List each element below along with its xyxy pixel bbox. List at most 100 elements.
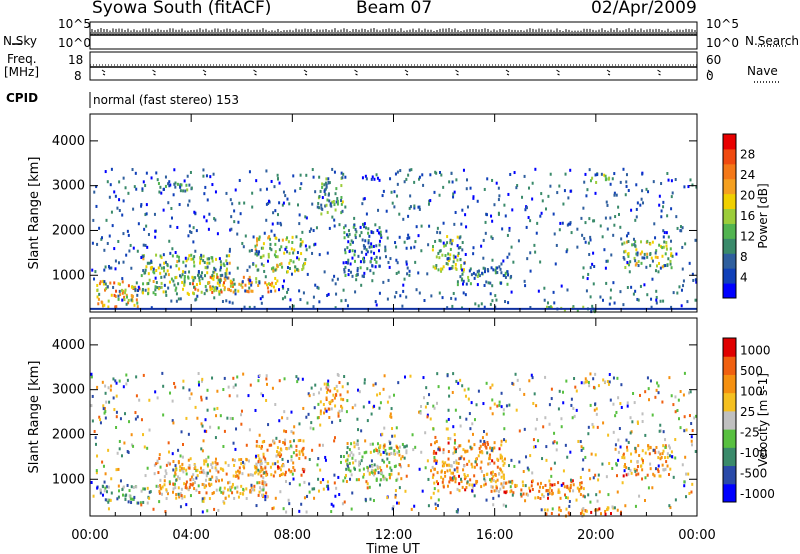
- power-cell: [452, 260, 455, 264]
- power-cell: [121, 298, 124, 302]
- velocity-cell: [110, 477, 113, 481]
- power-cell: [634, 259, 637, 263]
- power-cell: [270, 179, 273, 183]
- power-cell: [112, 285, 115, 289]
- velocity-cell: [593, 408, 596, 412]
- velocity-cell: [148, 428, 151, 432]
- power-cell: [193, 264, 196, 268]
- power-cell: [178, 203, 181, 207]
- velocity-cell: [318, 391, 321, 395]
- velocity-cell: [644, 390, 647, 394]
- power-cell: [695, 280, 698, 284]
- power-cell: [371, 279, 374, 283]
- power-cell: [340, 184, 343, 188]
- power-cell: [486, 177, 489, 181]
- power-cell: [189, 170, 192, 174]
- power-cell: [271, 222, 274, 226]
- power-cell: [451, 239, 454, 243]
- velocity-cell: [447, 463, 450, 467]
- velocity-cell: [104, 384, 107, 388]
- velocity-cell: [157, 485, 160, 489]
- power-cell: [492, 268, 495, 272]
- velocity-cell: [158, 456, 161, 460]
- velocity-cell: [178, 495, 181, 499]
- power-cell: [587, 272, 590, 276]
- velocity-cell: [228, 394, 231, 398]
- power-cell: [193, 285, 196, 289]
- velocity-cell: [152, 507, 155, 511]
- power-cell: [476, 270, 479, 274]
- velocity-cell: [334, 404, 337, 408]
- velocity-cell: [615, 474, 618, 478]
- power-cell: [167, 201, 170, 205]
- power-cell: [147, 281, 150, 285]
- power-cell: [449, 238, 452, 242]
- power-cell: [124, 291, 127, 295]
- power-cell: [640, 261, 643, 265]
- nave-mark: [101, 69, 106, 76]
- velocity-cell: [497, 494, 500, 498]
- velocity-cell: [107, 507, 110, 511]
- velocity-cell: [280, 473, 283, 477]
- velocity-cell: [569, 478, 572, 482]
- velocity-cell: [215, 462, 218, 466]
- velocity-cell: [493, 402, 496, 406]
- power-cell: [197, 273, 200, 277]
- power-cell: [213, 289, 216, 293]
- velocity-cell: [441, 464, 444, 468]
- power-cell: [379, 230, 382, 234]
- velocity-cell: [179, 468, 182, 472]
- velocity-cell: [211, 461, 214, 465]
- velocity-cell: [223, 376, 226, 380]
- power-cell: [373, 257, 376, 261]
- velocity-cell: [255, 462, 258, 466]
- power-cell: [658, 203, 661, 207]
- velocity-cell: [117, 495, 120, 499]
- velocity-frame: [89, 317, 698, 517]
- power-cell: [312, 295, 315, 299]
- power-cell: [215, 273, 218, 277]
- power-cell: [451, 266, 454, 270]
- velocity-cell: [679, 390, 682, 394]
- velocity-cell: [265, 374, 268, 378]
- velocity-cell: [635, 473, 638, 477]
- velocity-cell: [259, 469, 262, 473]
- power-cell: [335, 200, 338, 204]
- power-cell: [269, 237, 272, 241]
- velocity-cell: [435, 459, 438, 463]
- power-colorbar-tick: 28: [740, 148, 755, 162]
- power-cell: [464, 293, 467, 297]
- velocity-cell: [652, 448, 655, 452]
- power-cell: [426, 272, 429, 276]
- velocity-cell: [340, 454, 343, 458]
- velocity-cell: [260, 462, 263, 466]
- power-cell: [292, 260, 295, 264]
- power-cell: [177, 282, 180, 286]
- velocity-cell: [534, 496, 537, 500]
- velocity-cell: [471, 432, 474, 436]
- velocity-cell: [638, 494, 641, 498]
- power-cell: [333, 274, 336, 278]
- power-cell: [145, 203, 148, 207]
- power-cell: [477, 272, 480, 276]
- y-axis-label: Slant Range [km]: [27, 361, 42, 474]
- power-cell: [286, 250, 289, 254]
- power-cell: [266, 286, 269, 290]
- power-cell: [502, 274, 505, 278]
- velocity-cell: [135, 394, 138, 398]
- power-cell: [414, 260, 417, 264]
- power-cell: [280, 262, 283, 266]
- power-cell: [665, 241, 668, 245]
- power-cell: [540, 211, 543, 215]
- y-tick-label: 3000: [52, 179, 85, 194]
- power-cell: [462, 291, 465, 295]
- power-cell: [135, 187, 138, 191]
- velocity-cell: [625, 438, 628, 442]
- power-cell: [169, 224, 172, 228]
- power-cell: [258, 235, 261, 239]
- power-cell: [347, 240, 350, 244]
- power-cell: [378, 243, 381, 247]
- power-cell: [401, 304, 404, 308]
- power-cell: [204, 266, 207, 270]
- velocity-cell: [267, 461, 270, 465]
